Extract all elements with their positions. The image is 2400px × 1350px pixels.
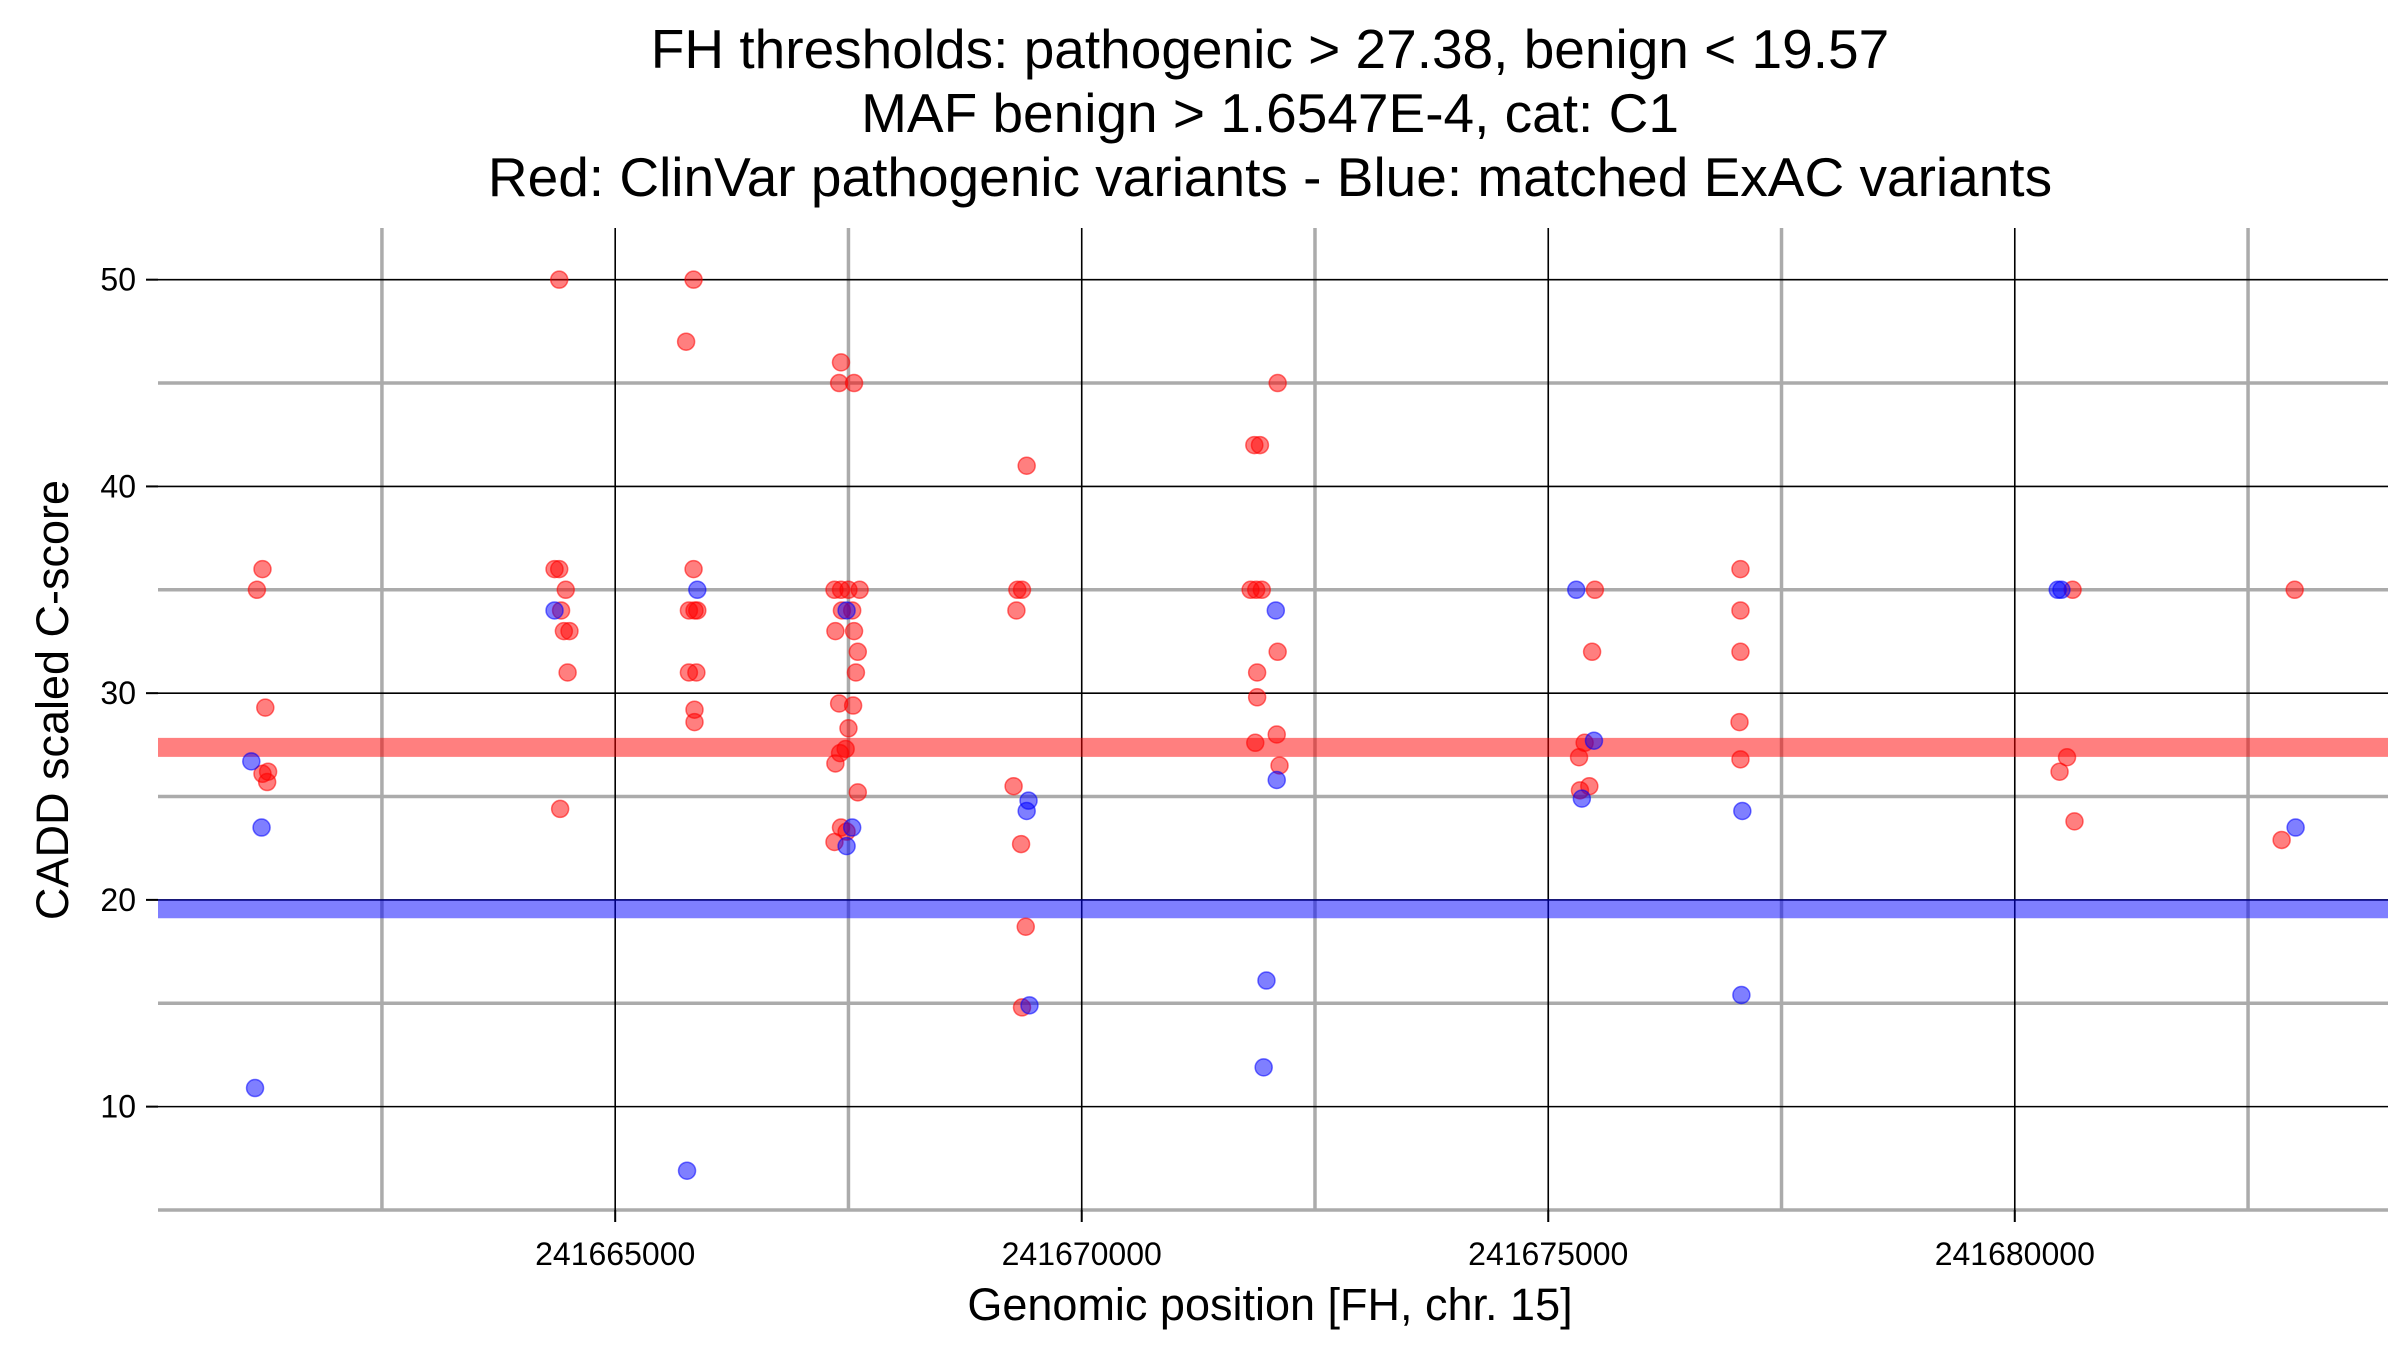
clinvar-point xyxy=(2272,830,2291,850)
exac-point xyxy=(1267,770,1286,790)
y-tick-label: 10 xyxy=(100,1089,136,1125)
clinvar-point xyxy=(846,663,866,682)
exac-point xyxy=(1584,731,1604,750)
y-tick-label: 50 xyxy=(100,262,136,298)
clinvar-point xyxy=(687,663,706,682)
clinvar-point xyxy=(2065,812,2084,831)
clinvar-point xyxy=(1731,750,1750,769)
clinvar-point xyxy=(1016,917,1035,937)
clinvar-point xyxy=(560,621,579,641)
clinvar-point xyxy=(247,580,267,600)
clinvar-point xyxy=(1007,601,1026,620)
clinvar-point xyxy=(848,642,868,662)
clinvar-point xyxy=(685,712,704,732)
x-axis-title: Genomic position [FH, chr. 15] xyxy=(967,1279,1572,1330)
exac-point xyxy=(1566,580,1586,600)
exac-point xyxy=(677,1161,697,1180)
exac-point xyxy=(688,580,707,600)
chart-title-line-3: Red: ClinVar pathogenic variants - Blue:… xyxy=(488,146,2052,208)
exac-point xyxy=(1020,996,1039,1015)
y-axis-ticks: 10 20 30 40 50 xyxy=(100,262,158,1125)
clinvar-point xyxy=(1731,642,1750,662)
y-tick-label: 40 xyxy=(100,468,136,504)
clinvar-point xyxy=(1004,776,1023,796)
clinvar-point xyxy=(676,332,696,351)
exac-point xyxy=(1572,789,1592,808)
clinvar-point xyxy=(1247,688,1267,707)
clinvar-point xyxy=(1585,580,1605,600)
clinvar-point xyxy=(1730,712,1749,732)
clinvar-point xyxy=(550,799,570,819)
exac-point xyxy=(242,752,261,771)
clinvar-point xyxy=(839,719,858,738)
clinvar-point xyxy=(844,621,864,641)
clinvar-point xyxy=(831,353,851,372)
y-tick-label: 20 xyxy=(100,882,136,918)
clinvar-point xyxy=(256,698,275,717)
exac-point xyxy=(1733,801,1752,821)
clinvar-point xyxy=(1268,642,1287,662)
clinvar-point xyxy=(826,754,845,773)
exac-point xyxy=(837,601,856,620)
exac-point xyxy=(842,818,862,837)
threshold-lines xyxy=(158,737,2388,919)
clinvar-point xyxy=(684,270,703,289)
y-axis-title: CADD scaled C-score xyxy=(27,480,78,920)
clinvar-point xyxy=(2057,747,2077,767)
clinvar-point xyxy=(549,270,569,289)
clinvar-point xyxy=(848,783,868,802)
exac-point xyxy=(245,1078,265,1098)
clinvar-point xyxy=(253,559,272,579)
chart-title-line-1: FH thresholds: pathogenic > 27.38, benig… xyxy=(651,18,1889,80)
exac-point xyxy=(1732,985,1751,1005)
clinvar-point xyxy=(1246,733,1265,753)
x-tick-label: 241675000 xyxy=(1468,1236,1628,1272)
clinvar-point xyxy=(1731,601,1750,620)
clinvar-point xyxy=(1250,435,1270,455)
clinvar-point xyxy=(850,580,869,600)
clinvar-point xyxy=(684,559,703,579)
exac-point xyxy=(2052,580,2071,600)
clinvar-point xyxy=(1268,373,1287,393)
x-axis-ticks: 241665000 241670000 241675000 241680000 xyxy=(535,1210,2095,1272)
clinvar-point xyxy=(844,373,864,393)
clinvar-point xyxy=(1731,559,1750,579)
clinvar-point xyxy=(1267,725,1286,744)
clinvar-point xyxy=(2050,762,2069,781)
exac-point xyxy=(1266,601,1286,620)
exac-point xyxy=(1257,971,1276,990)
clinvar-point xyxy=(843,696,863,715)
exac-point xyxy=(1019,791,1038,810)
exac-point xyxy=(545,601,564,620)
clinvar-point xyxy=(1582,642,1602,662)
data-points xyxy=(242,270,2305,1180)
clinvar-point xyxy=(1011,834,1031,854)
x-tick-label: 241665000 xyxy=(535,1236,695,1272)
exac-point xyxy=(2286,818,2305,837)
chart-title-line-2: MAF benign > 1.6547E-4, cat: C1 xyxy=(861,82,1679,144)
x-tick-label: 241670000 xyxy=(1002,1236,1162,1272)
exac-point xyxy=(1254,1058,1273,1077)
clinvar-point xyxy=(558,663,577,682)
clinvar-point xyxy=(1017,456,1036,475)
exac-point xyxy=(837,836,856,856)
clinvar-point xyxy=(257,772,277,792)
clinvar-point xyxy=(1012,580,1032,600)
clinvar-point xyxy=(1247,663,1267,682)
clinvar-point xyxy=(549,559,569,579)
clinvar-point xyxy=(826,621,845,641)
clinvar-point xyxy=(688,601,707,620)
exac-point xyxy=(252,818,271,837)
y-tick-label: 30 xyxy=(100,675,136,711)
clinvar-point xyxy=(2285,580,2304,600)
clinvar-point xyxy=(1252,580,1272,600)
x-tick-label: 241680000 xyxy=(1935,1236,2095,1272)
clinvar-point xyxy=(556,580,575,600)
